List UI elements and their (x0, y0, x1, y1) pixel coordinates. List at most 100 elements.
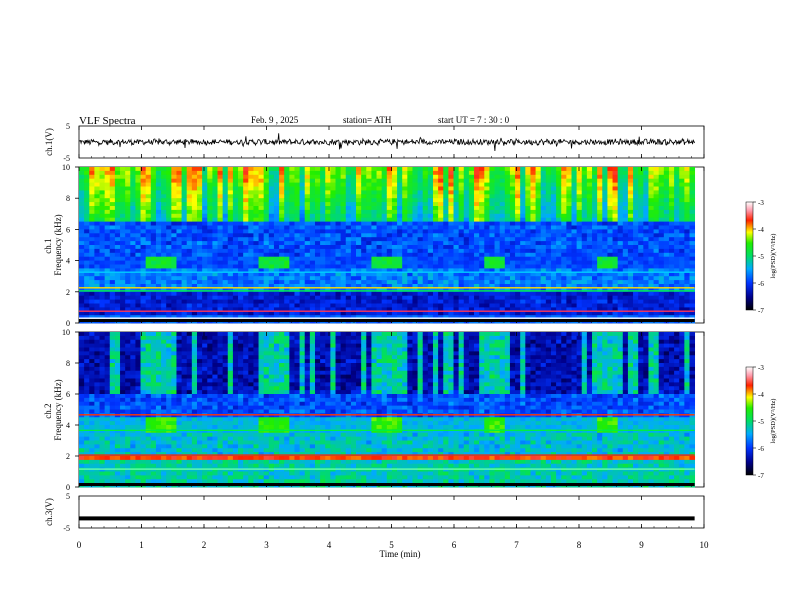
heatmap-cell (161, 170, 167, 176)
heatmap-cell (361, 280, 367, 285)
heatmap-cell (140, 202, 147, 207)
heatmap-cell (463, 264, 470, 269)
heatmap-cell (222, 295, 229, 300)
heatmap-cell (238, 248, 244, 254)
heatmap-cell (597, 221, 603, 226)
heatmap-cell (571, 174, 578, 180)
heatmap-cell (407, 291, 413, 297)
heatmap-cell (222, 221, 229, 226)
heatmap-cell (248, 206, 254, 211)
heatmap-cell (622, 233, 629, 238)
heatmap-cell (515, 213, 521, 219)
heatmap-cell (114, 221, 121, 226)
heatmap-cell (161, 241, 167, 246)
heatmap-cell (674, 284, 680, 289)
heatmap-cell (284, 202, 290, 207)
heatmap-cell (468, 284, 475, 289)
heatmap-cell (530, 287, 536, 293)
heatmap-cell (320, 268, 326, 273)
heatmap-cell (309, 299, 316, 304)
heatmap-cell (248, 178, 254, 183)
heatmap-cell (345, 229, 352, 234)
heatmap-cell (79, 280, 85, 285)
heatmap-cell (371, 213, 377, 219)
heatmap-cell (612, 291, 619, 297)
heatmap-cell (530, 291, 536, 297)
heatmap-cell (253, 303, 259, 308)
heatmap-cell (689, 233, 696, 238)
heatmap-cell (130, 299, 136, 304)
heatmap-cell (207, 213, 213, 219)
heatmap-cell (386, 303, 393, 308)
heatmap-cell (166, 303, 172, 308)
heatmap-cell (94, 386, 100, 391)
heatmap-cell (104, 221, 111, 226)
heatmap-cell (120, 225, 126, 230)
heatmap-cell (550, 260, 557, 265)
heatmap-cell (422, 284, 429, 289)
heatmap-cell (638, 315, 644, 320)
heatmap-cell (84, 456, 90, 461)
heatmap-cell (448, 167, 454, 172)
heatmap-cell (294, 182, 300, 187)
heatmap-cell (494, 264, 501, 269)
heatmap-cell (417, 209, 424, 215)
heatmap-cell (99, 241, 106, 246)
heatmap-cell (597, 186, 603, 191)
heatmap-cell (309, 260, 316, 265)
heatmap-cell (653, 284, 660, 289)
heatmap-cell (335, 291, 342, 297)
heatmap-cell (325, 245, 331, 250)
heatmap-cell (196, 206, 203, 211)
heatmap-cell (135, 221, 141, 226)
heatmap-cell (458, 260, 465, 265)
heatmap-cell (407, 299, 413, 304)
heatmap-cell (453, 272, 460, 277)
heatmap-cell (489, 299, 495, 304)
heatmap-cell (422, 291, 429, 297)
heatmap-cell (438, 202, 444, 207)
heatmap-cell (212, 170, 218, 176)
heatmap-cell (243, 260, 249, 265)
heatmap-cell (202, 287, 208, 293)
heatmap-cell (663, 291, 670, 297)
heatmap-cell (458, 213, 465, 219)
heatmap-cell (238, 303, 244, 308)
heatmap-cell (309, 276, 316, 281)
heatmap-cell (212, 291, 218, 297)
heatmap-cell (535, 182, 542, 187)
heatmap-cell (571, 287, 578, 293)
heatmap-cell (417, 174, 424, 180)
heatmap-cell (227, 284, 234, 289)
heatmap-cell (679, 315, 685, 320)
heatmap-cell (489, 276, 495, 281)
heatmap-cell (181, 307, 188, 312)
heatmap-cell (550, 221, 557, 226)
heatmap-cell (258, 213, 265, 219)
heatmap-cell (227, 174, 234, 180)
heatmap-cell (176, 170, 182, 176)
heatmap-cell (381, 229, 388, 234)
heatmap-cell (417, 194, 424, 199)
heatmap-cell (371, 202, 377, 207)
heatmap-cell (171, 217, 177, 222)
heatmap-cell (145, 287, 152, 293)
heatmap-cell (135, 256, 141, 261)
heatmap-cell (679, 237, 685, 242)
heatmap-cell (581, 190, 588, 195)
heatmap-cell (109, 202, 116, 207)
heatmap-cell (407, 311, 413, 316)
heatmap-cell (84, 366, 90, 372)
heatmap-cell (79, 394, 85, 399)
heatmap-cell (217, 252, 224, 258)
heatmap-cell (566, 174, 572, 180)
heatmap-cell (279, 272, 285, 277)
heatmap-cell (550, 217, 557, 222)
heatmap-cell (294, 268, 300, 273)
heatmap-cell (427, 256, 434, 261)
heatmap-cell (186, 170, 193, 176)
heatmap-cell (171, 170, 177, 176)
heatmap-cell (361, 295, 367, 300)
heatmap-cell (248, 174, 254, 180)
heatmap-cell (340, 198, 347, 203)
